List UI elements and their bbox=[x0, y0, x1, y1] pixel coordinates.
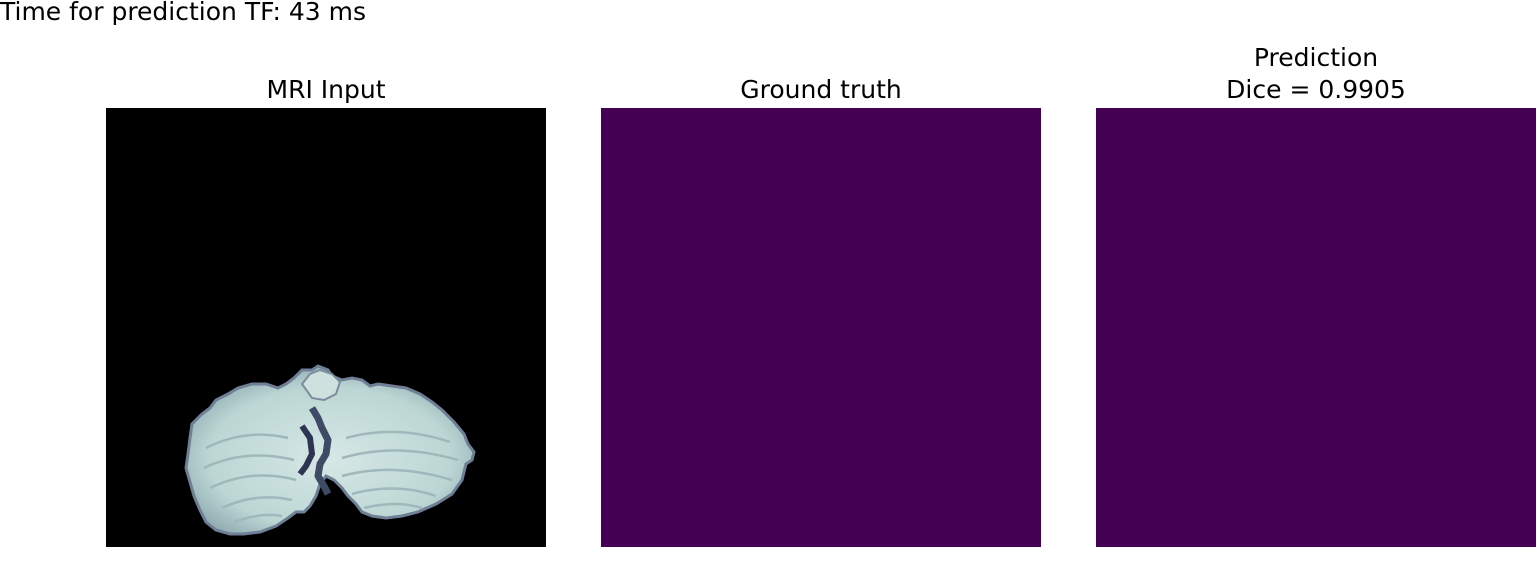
prediction-mask bbox=[1096, 108, 1536, 547]
midline-fissure bbox=[308, 406, 332, 496]
panel-title-ground-truth: Ground truth bbox=[740, 75, 902, 104]
brainstem bbox=[300, 368, 342, 402]
panel-mri-input: MRI Input bbox=[106, 40, 546, 547]
figure-suptitle: Time for prediction TF: 43 ms bbox=[0, 0, 367, 26]
panel-title-mri-input: MRI Input bbox=[266, 75, 386, 104]
left-folia bbox=[203, 433, 297, 524]
fourth-ventricle bbox=[297, 424, 316, 476]
ground-truth-mask bbox=[601, 108, 1041, 547]
panel-title-prediction: Prediction Dice = 0.9905 bbox=[1096, 42, 1536, 106]
panel-prediction: Prediction Dice = 0.9905 bbox=[1096, 40, 1536, 547]
prediction-dice-score: Dice = 0.9905 bbox=[1226, 75, 1406, 104]
right-folia bbox=[341, 430, 459, 510]
mri-input-image bbox=[106, 108, 546, 547]
prediction-title-line-1: Prediction bbox=[1253, 43, 1379, 72]
mri-brain-slice bbox=[184, 364, 476, 536]
panel-ground-truth: Ground truth bbox=[601, 40, 1041, 547]
